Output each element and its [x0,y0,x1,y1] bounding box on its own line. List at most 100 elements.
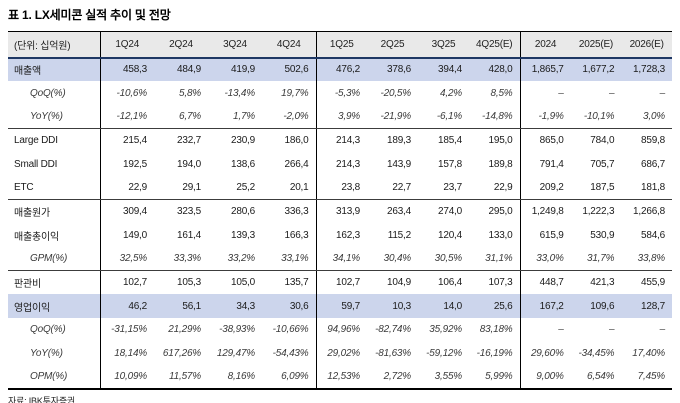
cell: 107,3 [488,277,513,289]
cell: 143,9 [386,158,411,170]
cell: 94,96% [315,318,367,342]
cell: 162,3 [315,223,367,247]
row-label: OPM(%) [8,365,100,391]
row-label: YoY(%) [8,104,100,130]
cell: 105,3 [176,277,201,289]
cell: 186,0 [284,135,309,147]
table-row: OPM(%) 10,09% 11,57% 8,16% 6,09% 12,53% 2,72% 3… [8,365,672,391]
cell: – [519,81,571,105]
cell: 157,8 [437,158,462,170]
row-label: 영업이익 [8,294,100,319]
cell: 34,1% [315,247,367,272]
cell: 10,3 [367,294,418,319]
cell: -38,93% [219,324,255,336]
cell: 185,4 [437,135,462,147]
cell: 230,9 [230,135,255,147]
cell: 1,677,2 [570,57,622,82]
cell: 8,5% [490,87,513,99]
financial-table: (단위: 십억원) 1Q24 2Q24 3Q24 4Q24 1Q25 2Q25 3Q25 4Q… [8,31,672,391]
cell: -20,5% [380,87,412,99]
cell: 33,1% [262,247,316,272]
cell: 33,2% [208,247,262,272]
cell: 615,9 [519,223,571,247]
cell: 448,7 [519,270,571,295]
table-row: 영업이익 46,2 56,1 34,3 30,6 59,7 10,3 14,0 25,6 167,… [8,294,672,319]
cell: 21,29% [168,324,201,336]
cell: 209,2 [519,175,571,201]
cell: 705,7 [590,158,615,170]
cell: -13,4% [224,87,256,99]
row-label: YoY(%) [30,348,63,360]
cell: 859,8 [640,135,665,147]
cell: 5,8% [179,87,201,99]
cell: 139,3 [230,229,255,241]
cell: 135,7 [284,277,309,289]
cell: -16,19% [476,348,513,360]
cell: 266,4 [284,158,309,170]
cell: 12,53% [315,365,367,391]
cell: -34,45% [578,348,615,360]
cell: 3,9% [315,104,367,130]
cell: 5,99% [469,365,520,391]
cell: -10,6% [99,81,154,105]
cell: 22,7 [367,175,418,201]
cell: -82,74% [375,324,411,336]
cell: 14,0 [418,294,469,319]
cell: 214,3 [315,152,367,176]
cell: 138,6 [230,158,255,170]
cell: -10,66% [272,324,309,336]
cell: 784,0 [590,135,615,147]
cell: -31,15% [99,318,154,342]
cell: – [608,87,615,99]
cell: -54,43% [272,348,309,360]
cell: 215,4 [99,128,154,153]
cell: 6,7% [154,104,208,130]
cell: 181,8 [621,175,672,201]
cell: 791,4 [519,152,571,176]
cell: 35,92% [429,324,462,336]
cell: 274,0 [437,206,462,218]
cell: 29,60% [519,341,571,366]
cell: 502,6 [262,57,316,82]
cell: 22,9 [99,175,154,201]
column-header: 1Q24 [99,31,154,59]
cell: 1,728,3 [621,57,672,82]
cell: -10,1% [570,104,622,130]
row-label: 매출원가 [14,208,50,220]
cell: 133,0 [488,229,513,241]
cell: 865,0 [519,128,571,153]
cell: 33,3% [154,247,208,272]
column-header: 2024 [519,31,571,59]
cell: 23,7 [418,175,469,201]
cell: 421,3 [590,277,615,289]
cell: 484,9 [154,57,208,82]
cell: – [659,87,666,99]
cell: -5,3% [315,81,367,105]
cell: -81,63% [375,348,411,360]
cell: 6,54% [570,365,622,391]
cell: 167,2 [519,294,571,319]
row-label: ETC [8,175,100,201]
table-row: YoY(%) -12,1% 6,7% 1,7% -2,0% 3,9% -21,9% -6,1%… [8,104,672,130]
cell: 120,4 [437,229,462,241]
cell: 295,0 [488,206,513,218]
table-row: GPM(%) 32,5% 33,3% 33,2% 33,1% 34,1% 30,4% 30,5… [8,247,672,272]
cell: 33,8% [621,247,672,272]
cell: 31,1% [469,247,520,272]
cell: 455,9 [640,277,665,289]
cell: -14,8% [469,104,520,130]
cell: – [519,318,571,342]
cell: 194,0 [176,158,201,170]
cell: 31,7% [570,247,622,272]
cell: 3,0% [621,104,672,130]
cell: 46,2 [99,294,154,319]
cell: 161,4 [176,229,201,241]
cell: – [608,324,615,336]
cell: 214,3 [315,128,367,153]
row-label: 매출총이익 [14,231,59,243]
cell: 1,222,3 [582,206,615,218]
cell: 280,6 [230,206,255,218]
cell: 30,5% [418,247,469,272]
table-row: YoY(%) 18,14% 617,26% 129,47% -54,43% 29,02% -… [8,341,672,366]
cell: 419,9 [208,57,262,82]
